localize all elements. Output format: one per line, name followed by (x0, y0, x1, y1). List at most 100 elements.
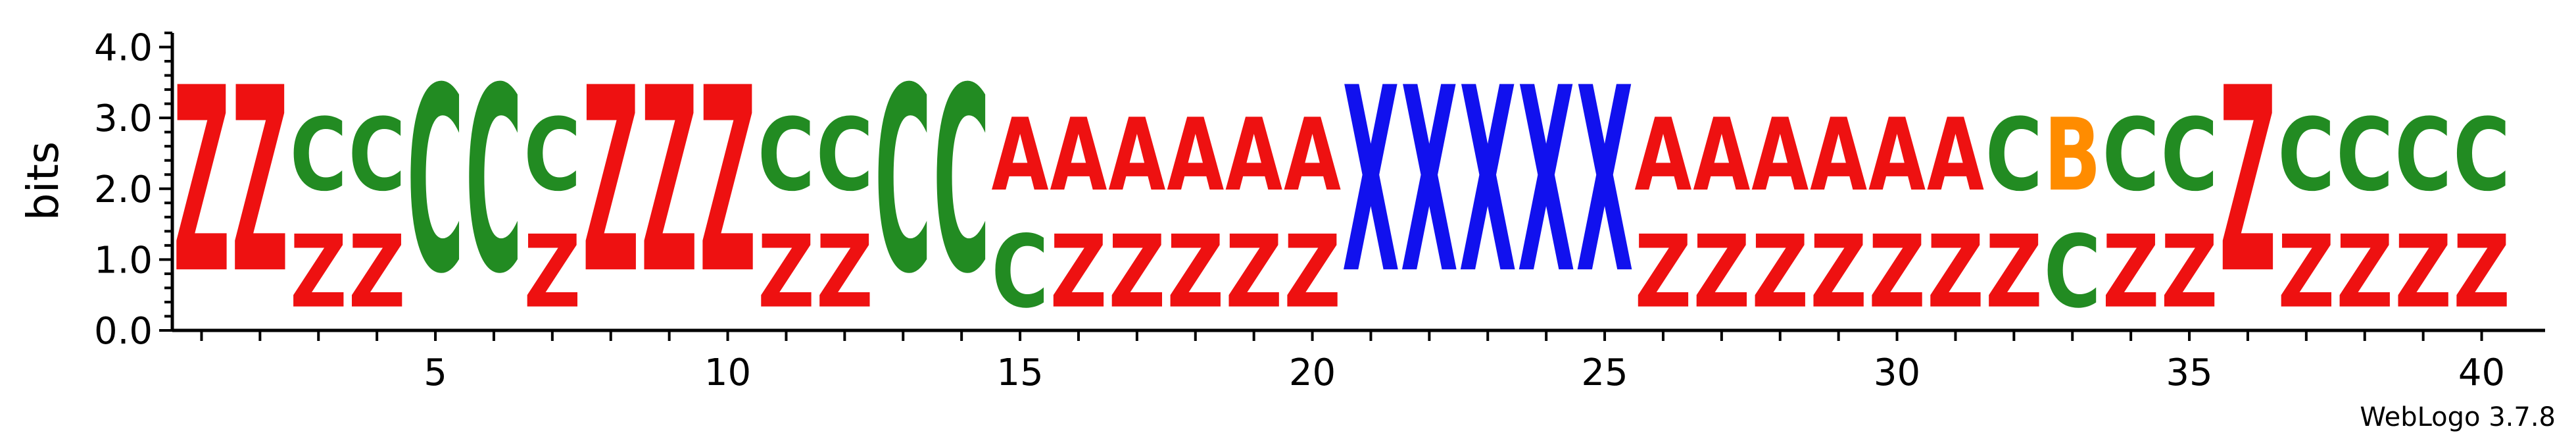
logo-position: Z (582, 34, 639, 330)
logo-letter: Z (2219, 34, 2276, 330)
logo-letter: Z (1284, 215, 1341, 330)
logo-position: ZA (1167, 97, 1224, 330)
logo-letter: C (406, 34, 464, 330)
logo-letter: X (1342, 34, 1399, 330)
logo-position: ZC (523, 98, 581, 330)
logo-letter: Z (1693, 215, 1750, 330)
logo-letter: C (349, 98, 406, 214)
x-tick-label: 20 (1289, 351, 1336, 394)
logo-letter: X (1576, 34, 1633, 330)
logo-letter: Z (1810, 215, 1867, 330)
logo-letter: C (2336, 98, 2393, 214)
logo-letter: A (1868, 97, 1926, 213)
logo-letter: X (1518, 34, 1575, 330)
logo-position: ZC (1985, 98, 2043, 330)
y-axis-label: bits (18, 142, 68, 221)
x-tick-label: 25 (1581, 351, 1628, 394)
logo-position: ZC (349, 98, 406, 330)
logo-letter: A (1050, 97, 1107, 213)
logo-position: CB (2044, 97, 2101, 331)
logo-letter: Z (1634, 215, 1691, 330)
logo-position: ZC (2277, 98, 2335, 330)
logo-letter: A (1927, 97, 1984, 213)
axes: 0.0 1.0 2.0 3.0 4.0 5 10 15 20 25 30 35 40 (94, 27, 2545, 394)
x-ticks: 5 10 15 20 25 30 35 40 (200, 330, 2505, 394)
logo-letter: C (1985, 98, 2043, 214)
logo-letter: B (2044, 97, 2101, 213)
logo-letter: A (1810, 97, 1867, 213)
logo-letter: Z (173, 34, 230, 330)
y-tick-label: 2.0 (94, 168, 153, 211)
logo-letter: C (2044, 215, 2101, 330)
logo-position: ZC (2394, 98, 2452, 330)
logo-position: Z (231, 34, 289, 330)
logo-letter: Z (2277, 215, 2335, 330)
logo-letter: Z (349, 215, 406, 330)
logo-position: ZC (758, 98, 815, 330)
logo-letter: Z (641, 34, 698, 330)
logo-letter: Z (758, 215, 815, 330)
logo-letter: C (2394, 98, 2452, 214)
logo-position: ZA (1693, 97, 1750, 330)
y-tick-label: 0.0 (94, 310, 153, 353)
logo-position: ZC (816, 98, 873, 330)
logo-letter: A (1108, 97, 1165, 213)
logo-letter: X (1459, 34, 1517, 330)
logo-letter: C (290, 98, 347, 214)
logo-letter: C (523, 98, 581, 214)
logo-position: X (1518, 34, 1575, 330)
logo-letter: Z (582, 34, 639, 330)
logo-letter: A (991, 97, 1048, 213)
logo-letter: Z (2453, 215, 2510, 330)
logo-position: ZA (1751, 97, 1809, 330)
logo-position: CA (991, 97, 1048, 330)
logo-letter: Z (1108, 215, 1165, 330)
logo-letter: Z (2160, 215, 2218, 330)
x-tick-label: 30 (1874, 351, 1920, 394)
logo-position: X (1576, 34, 1633, 330)
y-tick-label: 4.0 (94, 27, 153, 70)
logo-letter: Z (1868, 215, 1926, 330)
logo-letter: C (2160, 98, 2218, 214)
logo-letter: X (1401, 34, 1458, 330)
y-ticks: 0.0 1.0 2.0 3.0 4.0 (94, 27, 172, 353)
logo-letter: C (933, 34, 990, 330)
logo-letter: Z (2102, 215, 2160, 330)
logo-position: C (933, 34, 990, 330)
logo-letter: C (2453, 98, 2510, 214)
logo-position: ZA (1050, 97, 1107, 330)
logo-letter: A (1634, 97, 1691, 213)
logo-letter: Z (1167, 215, 1224, 330)
logo-letter: Z (231, 34, 289, 330)
logo-letter: A (1693, 97, 1750, 213)
logo-letter: A (1751, 97, 1809, 213)
logo-letter: C (2102, 98, 2160, 214)
logo-position: C (406, 34, 464, 330)
logo-position: ZA (1108, 97, 1165, 330)
logo-position: ZC (2160, 98, 2218, 330)
logo-position: ZC (290, 98, 347, 330)
logo-position: ZA (1634, 97, 1691, 330)
logo-letter: C (875, 34, 932, 330)
logo-letter: Z (1050, 215, 1107, 330)
logo-position: ZC (2453, 98, 2510, 330)
logo-position: ZA (1284, 97, 1341, 330)
logo-position: C (875, 34, 932, 330)
y-tick-label: 3.0 (94, 97, 153, 140)
logo-letter: Z (1985, 215, 2043, 330)
logo-position: ZA (1868, 97, 1926, 330)
logo-letter: Z (1927, 215, 1984, 330)
x-tick-label: 15 (996, 351, 1043, 394)
weblogo-credit: WebLogo 3.7.8 (2360, 402, 2556, 432)
logo-letter: Z (290, 215, 347, 330)
logo-letter: Z (816, 215, 873, 330)
logo-position: X (1459, 34, 1517, 330)
logo-position: Z (699, 34, 756, 330)
x-tick-label: 35 (2166, 351, 2212, 394)
logo-position: Z (641, 34, 698, 330)
logo-position: ZA (1927, 97, 1984, 330)
x-tick-label: 40 (2458, 351, 2505, 394)
logo-letter: C (758, 98, 815, 214)
